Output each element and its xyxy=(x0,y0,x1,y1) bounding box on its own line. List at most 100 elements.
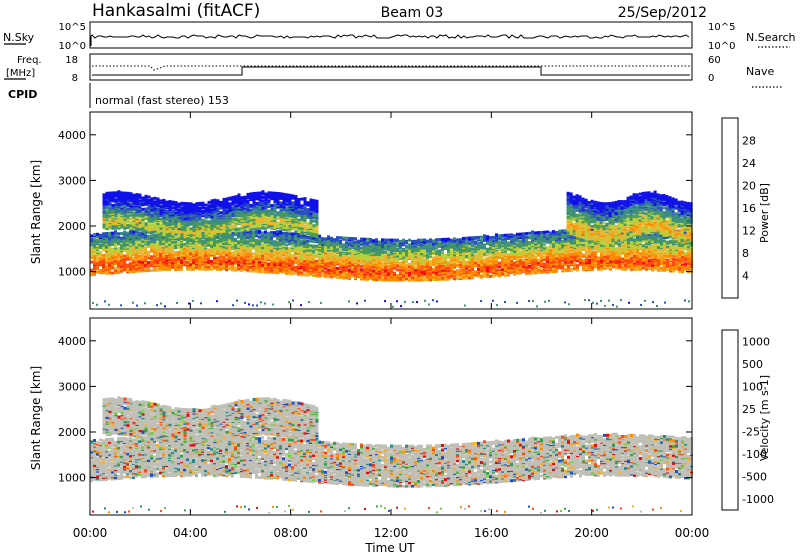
echo-cell xyxy=(513,234,516,238)
echo-cell xyxy=(156,241,159,245)
echo-cell xyxy=(372,239,375,243)
echo-cell xyxy=(150,242,153,246)
echo-cell xyxy=(336,236,339,240)
echo-cell xyxy=(108,258,111,261)
echo-cell xyxy=(330,242,333,246)
echo-cell xyxy=(252,252,255,256)
echo-cell xyxy=(141,258,144,261)
echo-cell xyxy=(465,254,468,258)
echo-cell xyxy=(132,251,135,255)
echo-cell xyxy=(273,260,276,264)
echo-cell xyxy=(318,234,321,238)
echo-cell xyxy=(477,241,480,245)
echo-cell xyxy=(594,250,597,254)
echo-cell xyxy=(102,253,105,257)
echo-cell xyxy=(165,242,168,245)
echo-cell xyxy=(465,260,468,264)
echo-cell xyxy=(549,231,552,235)
echo-cell xyxy=(498,241,501,245)
echo-cell xyxy=(399,268,402,272)
echo-cell xyxy=(279,230,282,234)
echo-cell xyxy=(333,238,336,242)
echo-cell xyxy=(120,236,123,240)
freq-label-line2: [MHz] xyxy=(6,68,35,79)
echo-cell xyxy=(474,245,477,249)
echo-cell xyxy=(171,255,174,259)
echo-cell xyxy=(240,257,243,261)
echo-cell xyxy=(132,256,135,260)
echo-cell xyxy=(414,239,417,243)
echo-cell xyxy=(522,232,525,236)
echo-cell xyxy=(294,260,297,264)
echo-cell xyxy=(264,255,267,259)
echo-cell xyxy=(465,236,468,240)
echo-cell xyxy=(327,258,330,262)
echo-cell xyxy=(177,228,180,231)
echo-cell xyxy=(210,251,213,255)
echo-cell xyxy=(234,233,237,237)
echo-cell xyxy=(345,243,348,247)
echo-cell xyxy=(288,242,291,246)
echo-cell xyxy=(258,264,261,268)
echo-cell xyxy=(99,246,102,250)
echo-cell xyxy=(276,247,279,251)
echo-cell xyxy=(534,242,537,246)
echo-cell xyxy=(315,259,318,263)
echo-cell xyxy=(126,263,129,267)
echo-cell xyxy=(291,270,294,274)
echo-cell xyxy=(177,256,180,260)
echo-cell xyxy=(93,259,96,263)
echo-cell xyxy=(279,248,282,252)
echo-cell xyxy=(348,249,351,253)
echo-cell xyxy=(396,243,399,247)
echo-cell xyxy=(141,244,144,248)
echo-cell xyxy=(276,270,279,274)
echo-cell xyxy=(546,246,549,250)
echo-cell xyxy=(582,238,585,242)
echo-cell xyxy=(366,237,369,241)
echo-cell xyxy=(219,237,222,241)
echo-cell xyxy=(105,261,108,265)
echo-cell xyxy=(231,268,234,272)
echo-cell xyxy=(447,273,450,276)
freq-label-line1: Freq. xyxy=(17,55,42,66)
echo-cell xyxy=(90,260,93,264)
echo-cell xyxy=(477,267,480,271)
echo-cell xyxy=(639,252,642,256)
echo-cell xyxy=(300,234,303,238)
echo-cell xyxy=(252,255,255,259)
echo-cell xyxy=(111,233,114,237)
echo-cell xyxy=(153,258,156,262)
echo-cell xyxy=(183,258,186,262)
echo-cell xyxy=(366,277,369,281)
echo-cell xyxy=(279,254,282,258)
echo-cell xyxy=(135,267,138,271)
echo-cell xyxy=(147,250,150,254)
echo-cell xyxy=(261,269,264,272)
echo-cell xyxy=(513,250,516,254)
echo-cell xyxy=(300,240,303,244)
echo-cell xyxy=(243,255,246,259)
echo-cell xyxy=(111,236,114,240)
echo-cell xyxy=(210,264,213,268)
echo-cell xyxy=(171,257,174,261)
echo-cell xyxy=(498,261,501,265)
echo-cell xyxy=(132,259,135,263)
echo-cell xyxy=(402,238,405,242)
echo-cell xyxy=(438,273,441,277)
echo-cell xyxy=(195,250,198,254)
echo-cell xyxy=(528,231,531,235)
echo-cell xyxy=(354,237,357,241)
nave-tick-top: 60 xyxy=(708,55,721,66)
echo-cell xyxy=(432,239,435,243)
echo-cell xyxy=(366,262,369,266)
echo-cell xyxy=(498,271,501,275)
echo-cell xyxy=(117,242,120,246)
echo-cell xyxy=(177,253,180,257)
echo-cell xyxy=(120,232,123,235)
echo-cell xyxy=(489,274,492,278)
echo-cell xyxy=(120,267,123,271)
echo-cell xyxy=(144,259,147,262)
echo-cell xyxy=(303,251,306,255)
echo-cell xyxy=(423,259,426,263)
